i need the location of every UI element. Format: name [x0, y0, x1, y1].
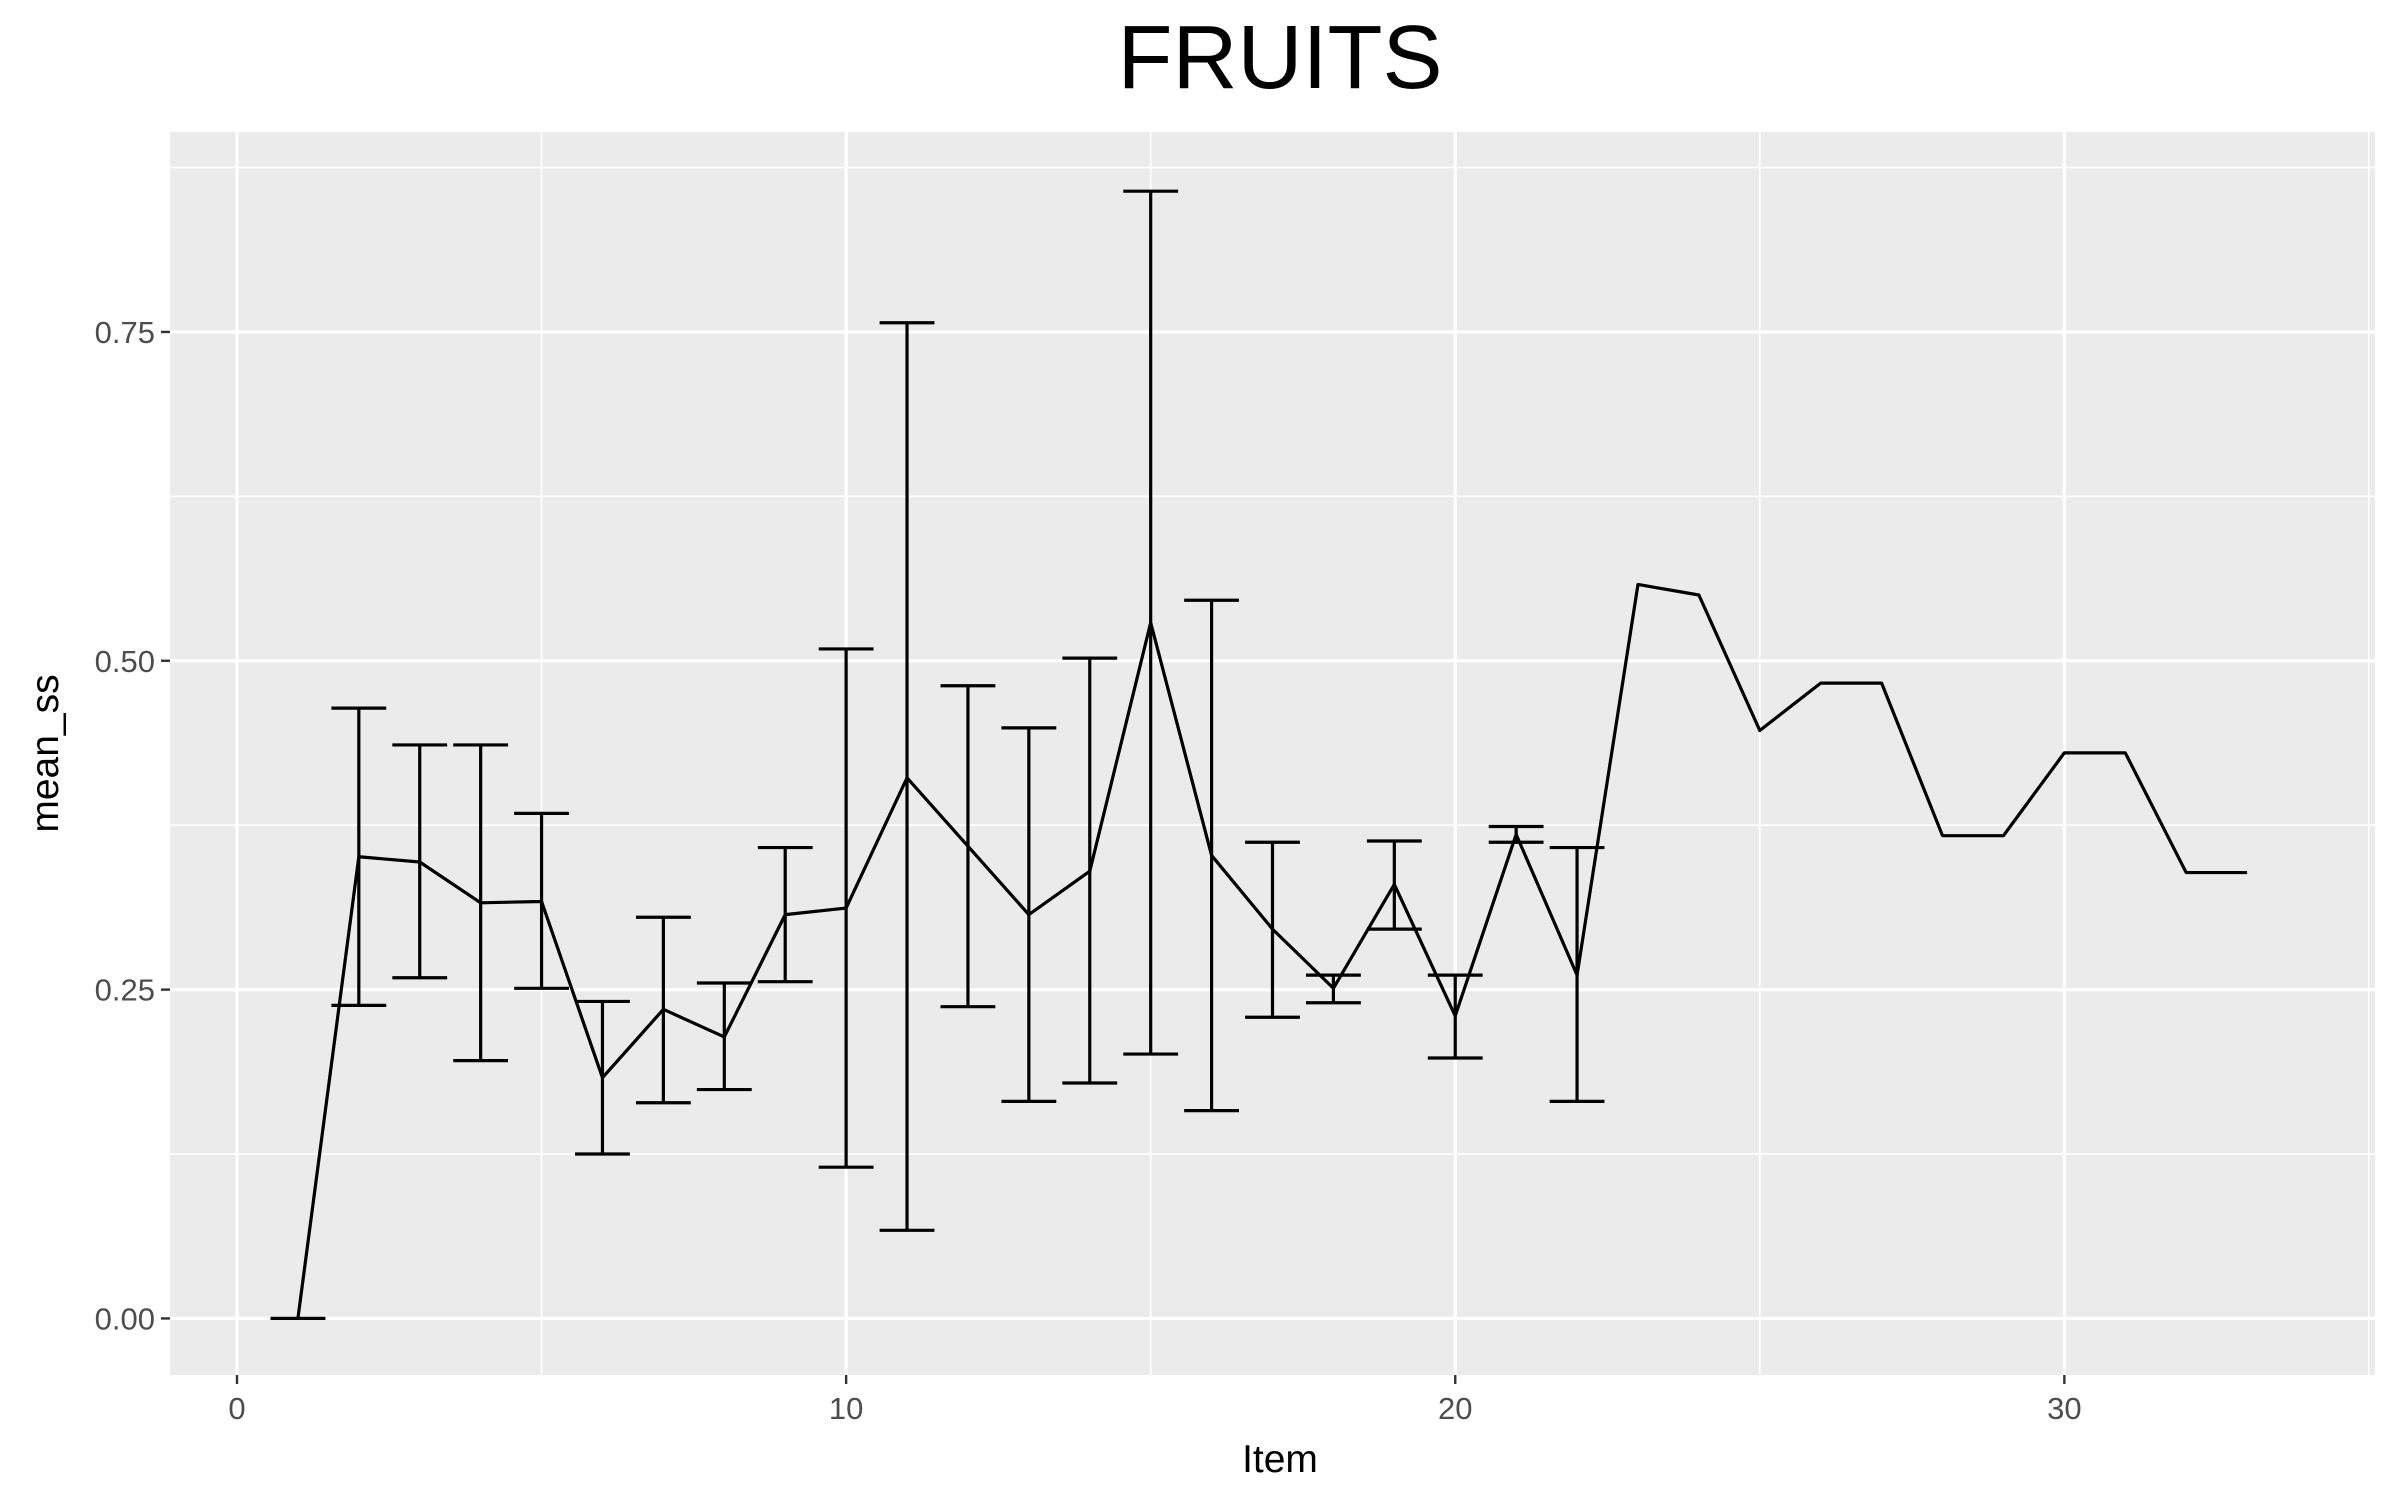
x-axis-title: Item — [1242, 1438, 1318, 1481]
x-tick-label: 20 — [1438, 1391, 1472, 1426]
x-tick-label: 30 — [2047, 1391, 2081, 1426]
chart-title: FRUITS — [1118, 8, 1443, 108]
y-tick-label: 0.75 — [95, 315, 155, 350]
y-tick-label: 0.50 — [95, 644, 155, 679]
plot-panel — [170, 132, 2375, 1375]
series-line — [296, 582, 2248, 1319]
series-lines — [296, 582, 2248, 1319]
x-tick-label: 0 — [228, 1391, 245, 1426]
x-tick-label: 10 — [829, 1391, 863, 1426]
y-axis-title: mean_ss — [24, 674, 67, 832]
axis-ticks: 0 10 20 30 0.00 0.25 0.50 0.75 — [95, 315, 2082, 1426]
y-tick-label: 0.00 — [95, 1301, 155, 1336]
y-tick-label: 0.25 — [95, 973, 155, 1008]
